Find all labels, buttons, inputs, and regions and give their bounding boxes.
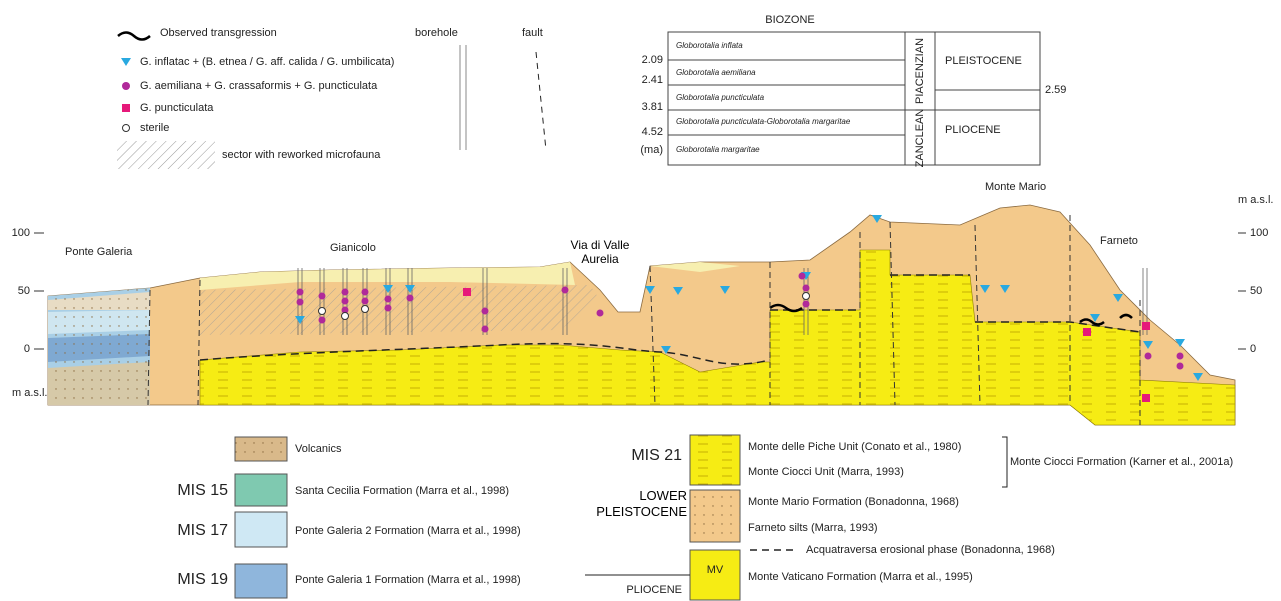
marker-aemiliana [297, 299, 304, 306]
marker-aemiliana [385, 296, 392, 303]
marker-aemiliana [803, 285, 810, 292]
epoch: PLIOCENE [945, 124, 1001, 136]
place-box: Via di Valle Aurelia [555, 238, 645, 278]
zone: Globorotalia puncticulata-Globorotalia m… [676, 117, 851, 126]
marker-puncticulata [463, 288, 471, 296]
marker-aemiliana [407, 295, 414, 302]
legend-text: G. puncticulata [140, 102, 214, 114]
marker-sterile [362, 306, 369, 313]
axis-unit: m a.s.l. [1238, 194, 1273, 206]
biozone-title: BIOZONE [765, 14, 815, 26]
marker-symbol [121, 58, 131, 66]
marker-aemiliana [319, 293, 326, 300]
age: 3.81 [642, 101, 663, 113]
marker-symbol [123, 125, 130, 132]
marker-symbol [122, 104, 130, 112]
elevation-tick-label: 0 [24, 343, 30, 355]
unit-name: Monte delle Piche Unit (Conato et al., 1… [748, 441, 961, 453]
marker-aemiliana [385, 305, 392, 312]
marker-aemiliana [799, 273, 806, 280]
unit-name: Monte Mario Formation (Bonadonna, 1968) [748, 496, 959, 508]
age-unit: (ma) [640, 144, 663, 156]
legend-text: sector with reworked microfauna [222, 149, 381, 161]
unit-name: Monte Vaticano Formation (Marra et al., … [748, 571, 973, 583]
marker-puncticulata [1142, 394, 1150, 402]
marker-aemiliana [297, 289, 304, 296]
unit-name: Santa Cecilia Formation (Marra et al., 1… [295, 485, 509, 497]
unit-name: Volcanics [295, 443, 342, 455]
marker-aemiliana [482, 326, 489, 333]
mis: MIS 21 [631, 447, 682, 464]
legend-text: G. inflatac + (B. etnea / G. aff. calida… [140, 56, 394, 68]
place: Via di Valle Aurelia [555, 238, 645, 266]
boundary-age: 2.59 [1045, 84, 1066, 96]
marker-aemiliana [362, 298, 369, 305]
marker-aemiliana [1177, 353, 1184, 360]
marker-aemiliana [1177, 363, 1184, 370]
marker-aemiliana [362, 289, 369, 296]
unit-code: MV [707, 564, 724, 576]
reworked-symbol [117, 141, 215, 169]
unit-name: Ponte Galeria 2 Formation (Marra et al.,… [295, 525, 521, 537]
mis: MIS 17 [177, 522, 228, 539]
elevation-tick-label: 0 [1250, 343, 1256, 355]
axis-unit: m a.s.l. [12, 387, 47, 399]
age: 2.09 [642, 54, 663, 66]
marker-puncticulata [1083, 328, 1091, 336]
place: Monte Mario [985, 181, 1046, 193]
unit-name: Farneto silts (Marra, 1993) [748, 522, 878, 534]
mis: MIS 19 [177, 571, 228, 588]
zone: Globorotalia margaritae [676, 145, 760, 154]
marker-aemiliana [562, 287, 569, 294]
marker-sterile [803, 293, 810, 300]
age: 4.52 [642, 126, 663, 138]
marker-aemiliana [482, 308, 489, 315]
marker-aemiliana [342, 289, 349, 296]
legend-text: Observed transgression [160, 27, 277, 39]
epoch: PLEISTOCENE [945, 55, 1022, 67]
marker-aemiliana [319, 317, 326, 324]
unit-name: Ponte Galeria 1 Formation (Marra et al.,… [295, 574, 521, 586]
marker-aemiliana [803, 301, 810, 308]
unit-name: Acquatraversa erosional phase (Bonadonna… [806, 544, 1055, 556]
marker-aemiliana [597, 310, 604, 317]
transgression-symbol [118, 33, 150, 40]
place: Ponte Galeria [65, 246, 133, 258]
mis: MIS 15 [177, 482, 228, 499]
epoch-label: PLIOCENE [626, 584, 682, 596]
unit-name: Monte Ciocci Formation (Karner et al., 2… [1010, 456, 1233, 468]
zone: Globorotalia inflata [676, 41, 743, 50]
elevation-tick-label: 50 [1250, 285, 1262, 297]
marker-sterile [342, 313, 349, 320]
zone: Globorotalia puncticulata [676, 93, 765, 102]
elevation-tick-label: 100 [12, 227, 30, 239]
stage: ZANCLEAN [914, 109, 926, 168]
place: Gianicolo [330, 242, 376, 254]
marker-aemiliana [1145, 353, 1152, 360]
marker-aemiliana [342, 298, 349, 305]
diagram: Observed transgression G. inflatac + (B.… [0, 0, 1281, 601]
elevation-tick-label: 100 [1250, 227, 1268, 239]
marker-symbol [122, 82, 130, 90]
legend-text: sterile [140, 122, 169, 134]
elevation-tick-label: 50 [18, 285, 30, 297]
epoch-box: LOWER PLEISTOCENE [595, 488, 687, 528]
age: 2.41 [642, 74, 663, 86]
marker-puncticulata [1142, 322, 1150, 330]
legend-text: borehole [415, 27, 458, 39]
place: Farneto [1100, 235, 1138, 247]
marker-sterile [319, 308, 326, 315]
stage: PIACENZIAN [914, 38, 926, 104]
zone: Globorotalia aemiliana [676, 68, 756, 77]
epoch-label: LOWER PLEISTOCENE [595, 488, 687, 520]
unit-name: Monte Ciocci Unit (Marra, 1993) [748, 466, 904, 478]
legend-text: fault [522, 27, 543, 39]
top-legend: Observed transgression G. inflatac + (B.… [117, 27, 546, 169]
legend-text: G. aemiliana + G. crassaformis + G. punc… [140, 80, 378, 92]
